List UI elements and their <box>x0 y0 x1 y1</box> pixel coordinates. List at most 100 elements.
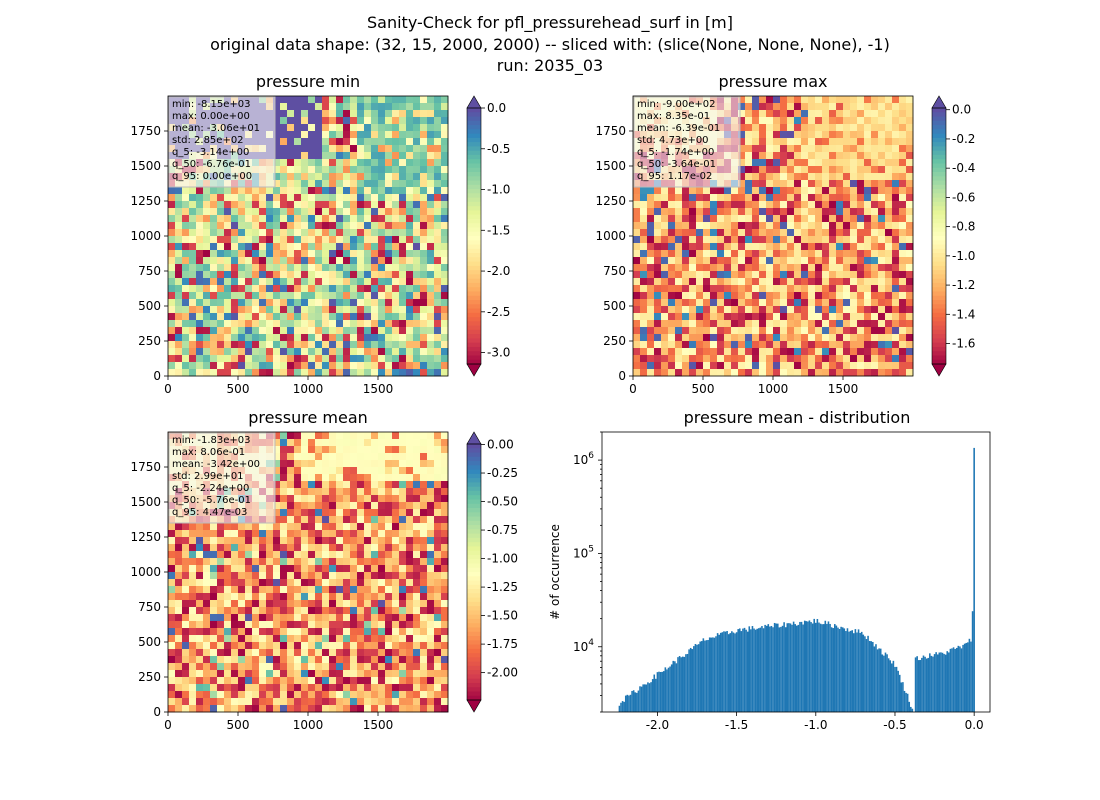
colorbar-segment <box>467 346 481 352</box>
heatmap-cell <box>357 348 365 356</box>
heatmap-cell <box>301 117 309 125</box>
heatmap-cell <box>315 460 323 468</box>
heatmap-cell <box>280 278 288 286</box>
heatmap-cell <box>168 684 176 692</box>
colorbar-segment <box>467 172 481 177</box>
heatmap-cell <box>210 684 218 692</box>
heatmap-cell <box>224 257 232 265</box>
figure-title-line-3: run: 2035_03 <box>496 56 604 75</box>
heatmap-cell <box>378 558 386 566</box>
heatmap-cell <box>322 502 330 510</box>
colorbar-segment <box>932 201 946 207</box>
heatmap-cell <box>378 607 386 615</box>
heatmap-cell <box>308 635 316 643</box>
heatmap-cell <box>420 285 428 293</box>
heatmap-cell <box>759 180 767 188</box>
heatmap-cell <box>822 348 830 356</box>
heatmap-cell <box>738 124 746 132</box>
heatmap-cell <box>245 670 253 678</box>
heatmap-cell <box>308 278 316 286</box>
heatmap-cell <box>336 670 344 678</box>
heatmap-cell <box>266 663 274 671</box>
heatmap-cell <box>301 537 309 545</box>
heatmap-cell <box>815 201 823 209</box>
heatmap-cell <box>434 572 442 580</box>
heatmap-cell <box>287 579 295 587</box>
heatmap-cell <box>203 222 211 230</box>
heatmap-cell <box>696 243 704 251</box>
heatmap-cell <box>336 306 344 314</box>
heatmap-cell <box>745 96 753 104</box>
heatmap-cell <box>182 642 190 650</box>
heatmap-cell <box>885 320 893 328</box>
heatmap-cell <box>850 124 858 132</box>
heatmap-cell <box>259 369 267 377</box>
heatmap-cell <box>266 586 274 594</box>
heatmap-cell <box>378 509 386 517</box>
heatmap-cell <box>696 264 704 272</box>
heatmap-cell <box>892 159 900 167</box>
heatmap-cell <box>413 313 421 321</box>
heatmap-cell <box>689 292 697 300</box>
heatmap-cell <box>787 131 795 139</box>
heatmap-cell <box>364 299 372 307</box>
heatmap-cell <box>752 187 760 195</box>
heatmap-cell <box>259 229 267 237</box>
heatmap-cell <box>434 649 442 657</box>
heatmap-cell <box>885 110 893 118</box>
colorbar-segment <box>932 120 946 126</box>
heatmap-cell <box>294 292 302 300</box>
heatmap-cell <box>322 138 330 146</box>
heatmap-cell <box>168 271 176 279</box>
heatmap-cell <box>350 481 358 489</box>
heatmap-cell <box>441 313 449 321</box>
heatmap-cell <box>315 649 323 657</box>
heatmap-cell <box>343 208 351 216</box>
heatmap-cell <box>385 355 393 363</box>
heatmap-cell <box>280 607 288 615</box>
heatmap-cell <box>308 159 316 167</box>
heatmap-cell <box>231 306 239 314</box>
heatmap-cell <box>210 222 218 230</box>
heatmap-cell <box>252 348 260 356</box>
heatmap-cell <box>203 250 211 258</box>
heatmap-cell <box>266 600 274 608</box>
heatmap-cell <box>266 551 274 559</box>
heatmap-cell <box>427 481 435 489</box>
heatmap-cell <box>378 166 386 174</box>
heatmap-cell <box>815 334 823 342</box>
heatmap-cell <box>441 649 449 657</box>
heatmap-cell <box>259 572 267 580</box>
heatmap-cell <box>738 327 746 335</box>
heatmap-cell <box>364 355 372 363</box>
heatmap-cell <box>885 278 893 286</box>
y-tick-label: 1750 <box>595 124 626 138</box>
heatmap-cell <box>392 670 400 678</box>
heatmap-cell <box>357 215 365 223</box>
heatmap-cell <box>434 509 442 517</box>
heatmap-cell <box>364 194 372 202</box>
heatmap-cell <box>878 152 886 160</box>
heatmap-cell <box>308 460 316 468</box>
heatmap-cell <box>413 635 421 643</box>
heatmap-cell <box>287 152 295 160</box>
heatmap-cell <box>661 194 669 202</box>
heatmap-cell <box>434 579 442 587</box>
heatmap-cell <box>822 306 830 314</box>
heatmap-cell <box>357 285 365 293</box>
heatmap-cell <box>801 145 809 153</box>
heatmap-cell <box>647 369 655 377</box>
heatmap-cell <box>245 565 253 573</box>
heatmap-cell <box>175 229 183 237</box>
heatmap-cell <box>420 474 428 482</box>
heatmap-cell <box>329 285 337 293</box>
heatmap-cell <box>245 243 253 251</box>
heatmap-cell <box>906 173 914 181</box>
heatmap-cell <box>343 509 351 517</box>
heatmap-cell <box>434 565 442 573</box>
heatmap-cell <box>385 103 393 111</box>
heatmap-cell <box>822 201 830 209</box>
heatmap-cell <box>350 229 358 237</box>
heatmap-cell <box>822 334 830 342</box>
heatmap-cell <box>308 110 316 118</box>
